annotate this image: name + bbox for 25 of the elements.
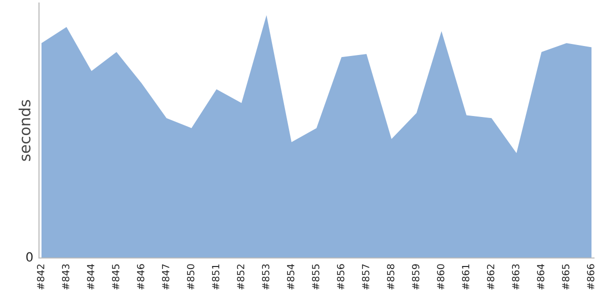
x-tick-label: #845 [112, 264, 120, 290]
x-tick-label: #854 [286, 264, 294, 290]
x-tick-label: #866 [586, 264, 594, 290]
x-tick-label: #865 [562, 264, 570, 290]
x-tick-label: #844 [86, 264, 94, 290]
x-tick-label: #842 [36, 264, 44, 290]
x-tick-label: #862 [486, 264, 494, 290]
text: 0 [26, 252, 33, 262]
x-tick-label: #851 [212, 264, 220, 290]
y-axis-title: seconds [18, 100, 30, 161]
x-tick-label: #863 [512, 264, 520, 290]
x-tick-label: #847 [162, 264, 170, 290]
x-tick-label: #857 [362, 264, 370, 290]
x-tick-label: #850 [186, 264, 194, 290]
x-tick-label: #852 [236, 264, 244, 290]
x-tick-label: #855 [312, 264, 320, 290]
x-tick-label: #864 [536, 264, 544, 290]
x-tick-label: #843 [62, 264, 70, 290]
x-tick-label: #856 [336, 264, 344, 290]
x-tick-label: #858 [386, 264, 394, 290]
x-tick-label: #861 [462, 264, 470, 290]
x-tick-label: #853 [262, 264, 270, 290]
x-tick-label: #846 [136, 264, 144, 290]
x-tick-label: #859 [412, 264, 420, 290]
x-tick-label: #860 [436, 264, 444, 290]
